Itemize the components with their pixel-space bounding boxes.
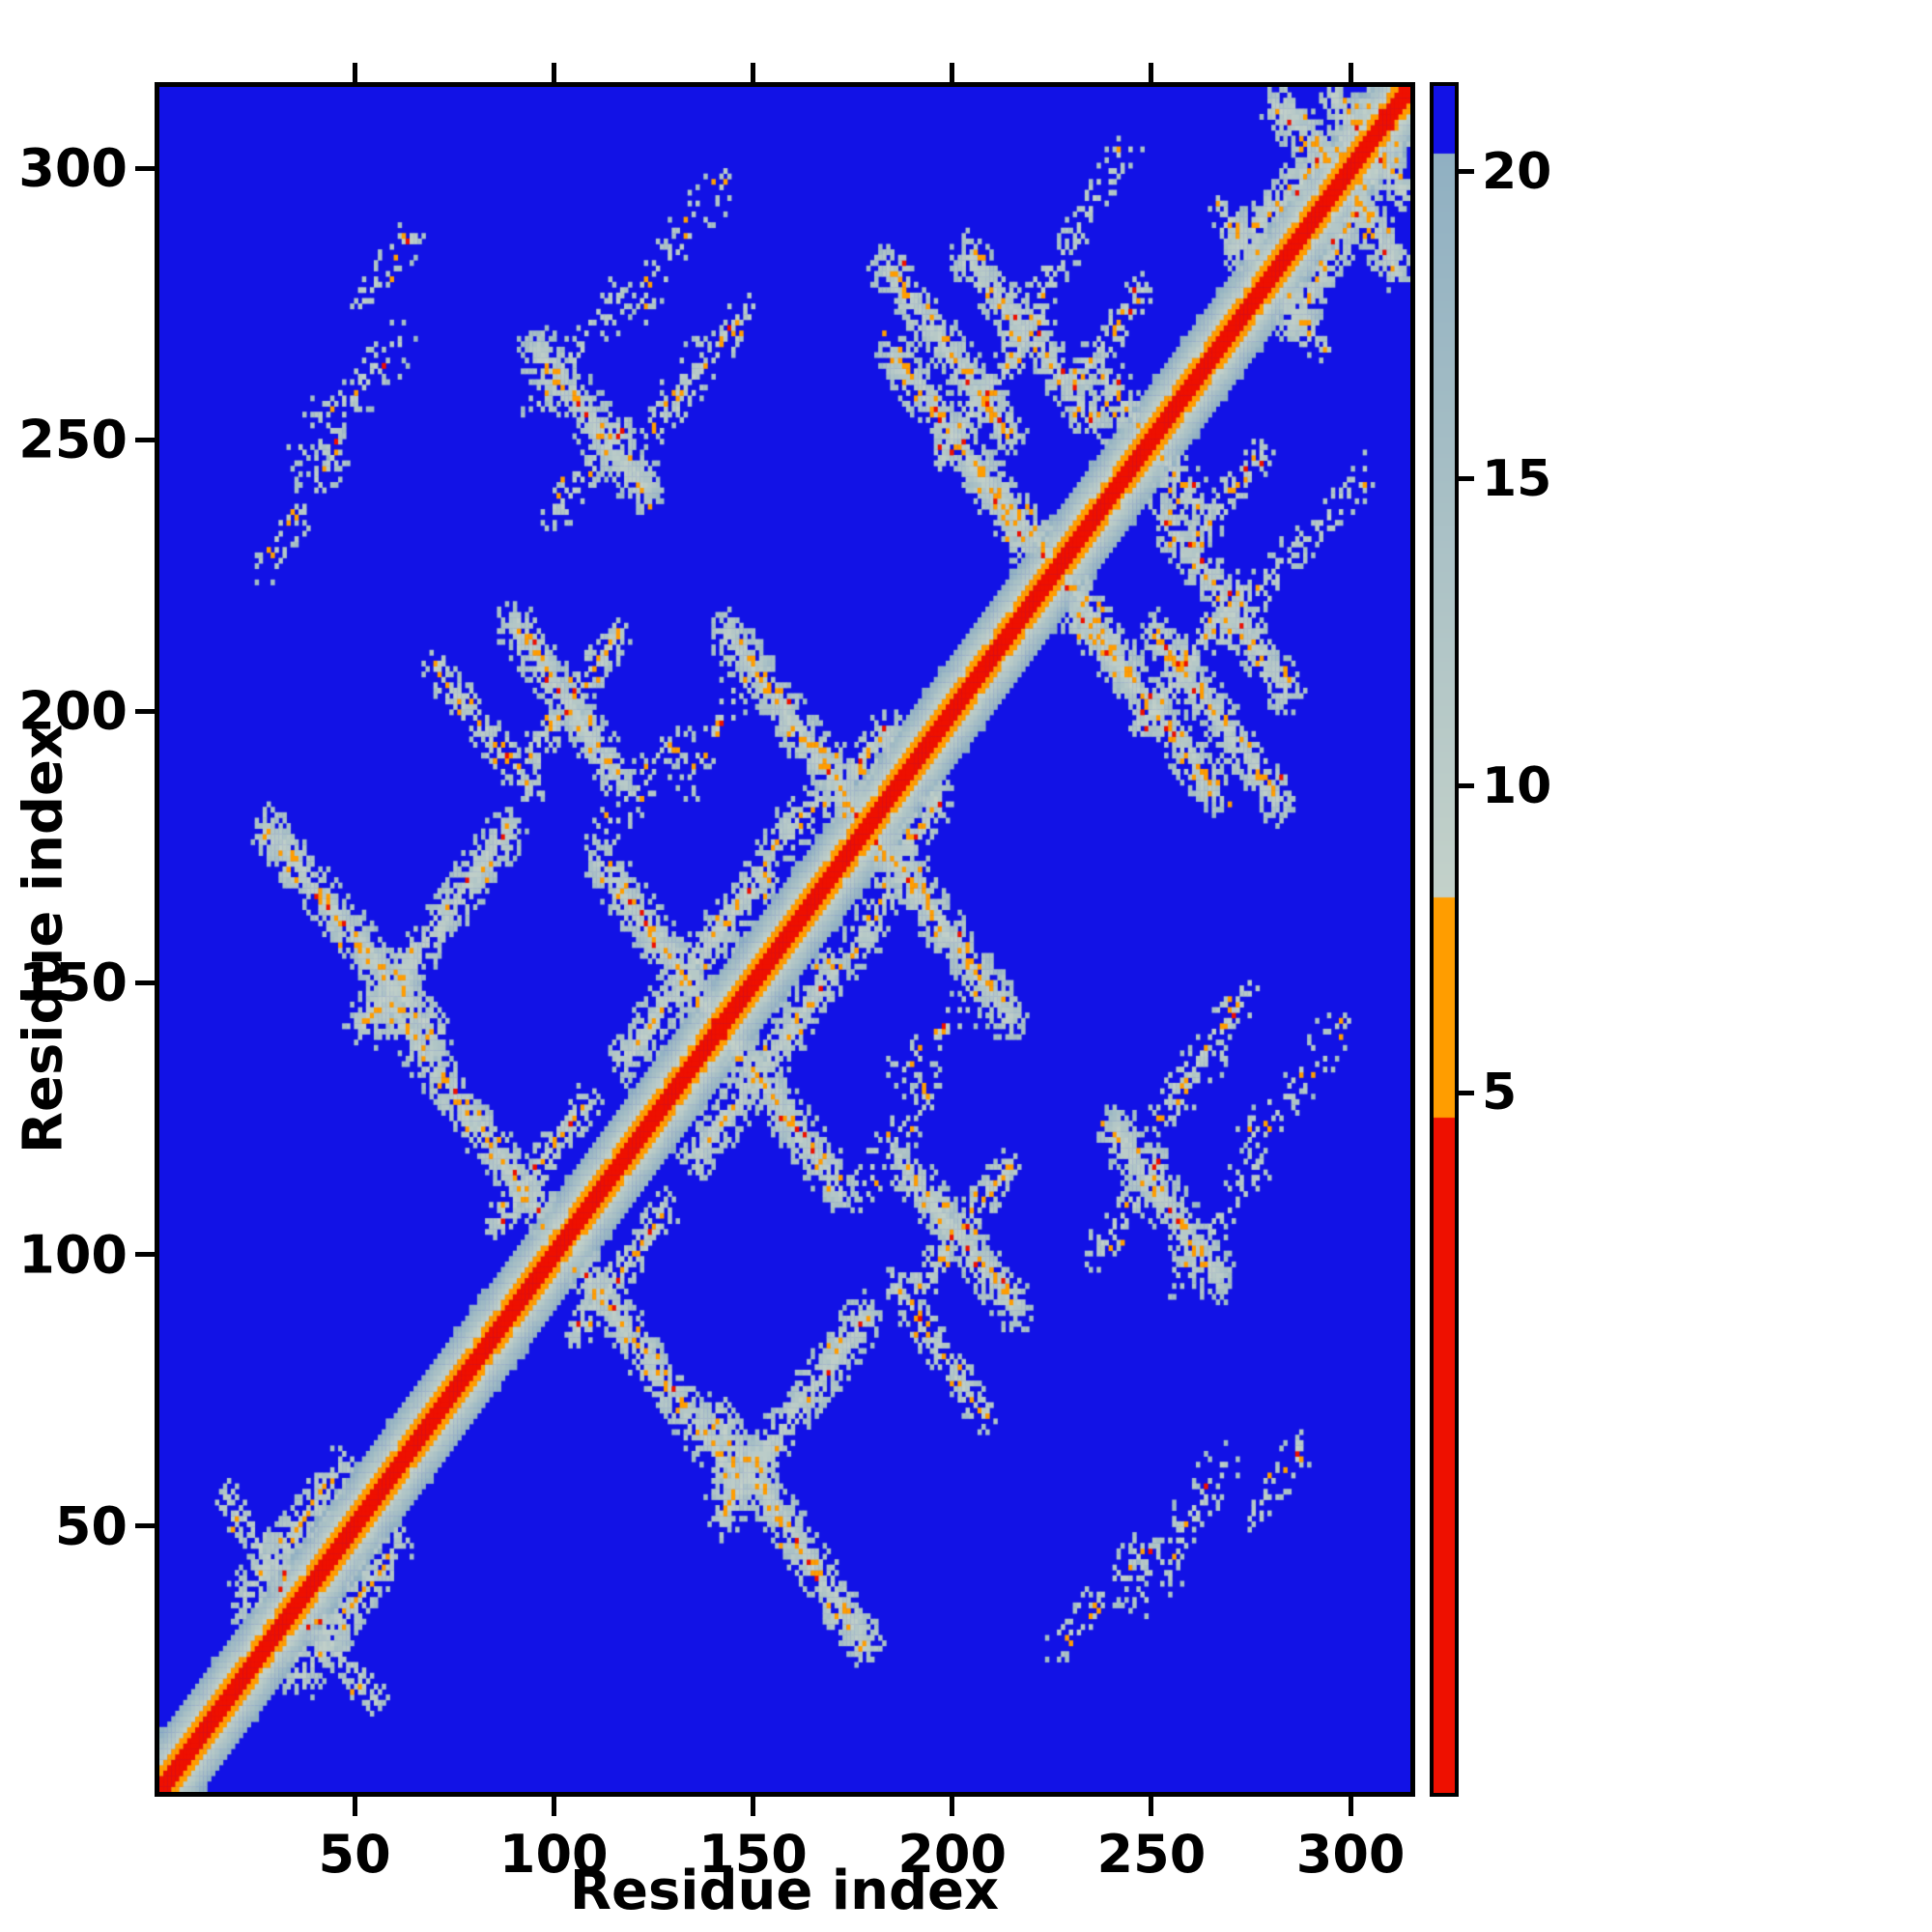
x-tick-label: 250 [1096,1824,1207,1885]
x-tick-label: 200 [897,1824,1008,1885]
y-tick-label: 100 [18,1224,128,1286]
colorbar-tick-mark [1459,1090,1474,1095]
y-tick-mark [135,1252,155,1258]
x-tick-mark-top [1348,63,1353,82]
x-tick-mark-top [751,63,755,82]
y-tick-label: 300 [18,137,128,199]
x-tick-label: 50 [318,1824,391,1885]
colorbar [1430,82,1459,1797]
x-tick-mark-top [1149,63,1154,82]
colorbar-tick-mark [1459,169,1474,175]
colorbar-tick-label: 5 [1482,1064,1518,1122]
y-axis-label: Residue index [12,724,75,1154]
y-tick-mark [135,437,155,442]
x-tick-mark [1149,1797,1154,1816]
colorbar-tick-mark [1459,476,1474,482]
x-tick-mark-top [352,63,357,82]
colorbar-tick-label: 20 [1482,142,1552,201]
x-tick-label: 100 [498,1824,609,1885]
colorbar-tick-label: 15 [1482,449,1552,508]
y-tick-mark [135,1523,155,1529]
colorbar-tick-mark [1459,783,1474,789]
y-tick-mark [135,708,155,714]
colorbar-gradient [1434,86,1455,1793]
y-tick-label: 150 [18,952,128,1013]
residue-distance-heatmap [159,87,1410,1792]
x-tick-mark [950,1797,955,1816]
y-tick-mark [135,165,155,171]
y-tick-mark [135,980,155,985]
y-tick-label: 50 [54,1495,128,1557]
x-tick-mark [1348,1797,1353,1816]
x-tick-mark [352,1797,357,1816]
y-tick-label: 250 [18,409,128,470]
y-tick-label: 200 [18,680,128,742]
x-tick-mark [751,1797,755,1816]
x-tick-label: 300 [1295,1824,1406,1885]
x-axis-label: Residue index [569,1860,1000,1922]
x-tick-label: 150 [698,1824,808,1885]
plot-area [155,82,1415,1797]
x-tick-mark-top [551,63,556,82]
colorbar-tick-label: 10 [1482,756,1552,815]
x-tick-mark [551,1797,556,1816]
x-tick-mark-top [950,63,955,82]
